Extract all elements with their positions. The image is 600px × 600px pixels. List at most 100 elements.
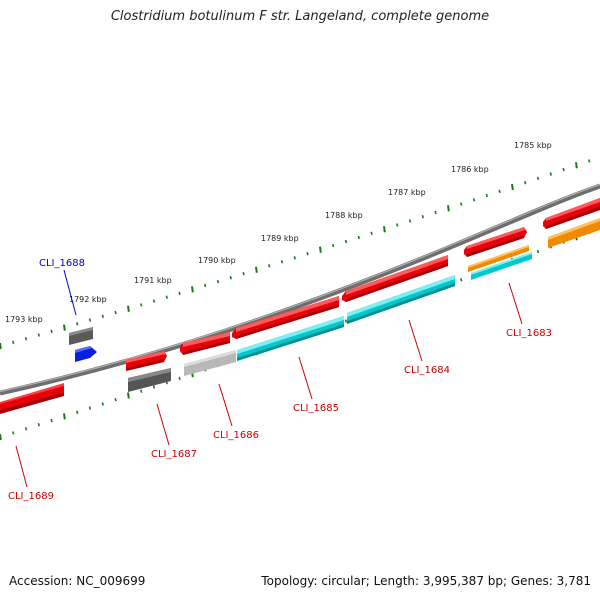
gene-label-cli-1684[interactable]: CLI_1684 <box>404 365 450 376</box>
minor-tick <box>24 427 28 431</box>
gene-label-cli-1688[interactable]: CLI_1688 <box>39 258 85 269</box>
minor-tick <box>588 159 591 163</box>
minor-tick <box>140 389 143 393</box>
minor-tick <box>562 167 565 172</box>
minor-tick <box>306 251 309 256</box>
major-tick <box>255 266 258 273</box>
minor-tick <box>344 239 348 244</box>
scale-label-1788: 1788 kbp <box>325 211 363 220</box>
scale-label-1786: 1786 kbp <box>451 165 489 174</box>
gene-red-1684[interactable] <box>342 255 448 302</box>
major-tick <box>0 342 2 350</box>
gene-label-cli-1686[interactable]: CLI_1686 <box>213 430 259 441</box>
leader-1687 <box>156 403 170 446</box>
gene-red-1685[interactable] <box>232 296 339 339</box>
major-tick <box>127 392 130 399</box>
gene-blue-1688[interactable] <box>75 346 97 362</box>
minor-tick <box>357 235 360 240</box>
minor-tick <box>76 322 79 326</box>
minor-tick <box>114 397 117 402</box>
scale-label-1787: 1787 kbp <box>388 188 426 197</box>
minor-tick <box>460 202 463 206</box>
gene-light-1686[interactable] <box>184 350 236 376</box>
minor-tick <box>12 340 15 345</box>
minor-tick <box>242 271 245 276</box>
minor-tick <box>50 418 53 423</box>
major-tick <box>511 183 514 191</box>
leader-1689 <box>15 445 28 488</box>
gene-label-cli-1685[interactable]: CLI_1685 <box>293 403 339 414</box>
gene-label-cli-1687[interactable]: CLI_1687 <box>151 449 197 460</box>
minor-tick <box>204 283 207 288</box>
major-tick <box>447 205 450 212</box>
minor-tick <box>37 333 40 337</box>
major-tick <box>63 413 66 420</box>
major-tick <box>0 433 2 441</box>
minor-tick <box>76 410 79 415</box>
minor-tick <box>178 291 181 296</box>
gene-red-1683[interactable] <box>464 227 527 257</box>
minor-tick <box>152 385 156 389</box>
gene-label-cli-1683[interactable]: CLI_1683 <box>506 328 552 339</box>
gene-cyan-1684[interactable] <box>347 275 455 324</box>
major-tick <box>63 324 66 331</box>
scale-label-1790: 1790 kbp <box>198 256 236 265</box>
minor-tick <box>434 210 437 215</box>
minor-tick <box>178 376 181 381</box>
leader-1684 <box>408 319 423 362</box>
leader-1685 <box>298 356 313 400</box>
minor-tick <box>498 189 501 194</box>
map-title: Clostridium botulinum F str. Langeland, … <box>110 9 490 24</box>
gene-cyan-1683[interactable] <box>471 252 532 280</box>
major-tick <box>575 162 578 169</box>
minor-tick <box>485 193 488 198</box>
gene-red-1689[interactable] <box>0 383 64 414</box>
minor-tick <box>140 303 143 307</box>
minor-tick <box>152 299 156 303</box>
minor-tick <box>216 279 220 284</box>
genome-backbone <box>0 183 600 396</box>
minor-tick <box>114 310 117 315</box>
minor-tick <box>165 295 168 299</box>
minor-tick <box>396 223 399 227</box>
major-tick <box>127 305 130 312</box>
minor-tick <box>88 318 92 322</box>
minor-tick <box>88 406 92 410</box>
minor-tick <box>293 256 296 260</box>
outer-scale-track <box>0 159 591 350</box>
minor-tick <box>101 314 104 319</box>
scale-label-1792: 1792 kbp <box>69 295 107 304</box>
minor-tick <box>408 219 412 223</box>
scale-label-1791: 1791 kbp <box>134 276 172 285</box>
minor-tick <box>268 264 271 268</box>
gene-label-cli-1689[interactable]: CLI_1689 <box>8 491 54 502</box>
minor-tick <box>12 431 15 435</box>
minor-tick <box>536 249 540 254</box>
gene-red-1687[interactable] <box>126 351 167 371</box>
minor-tick <box>229 275 232 280</box>
minor-tick <box>280 260 284 264</box>
minor-tick <box>370 231 373 236</box>
minor-tick <box>101 402 104 406</box>
gene-red-edge[interactable] <box>543 198 600 229</box>
minor-tick <box>472 198 476 202</box>
minor-tick <box>524 180 527 185</box>
accession-text: Accession: NC_009699 <box>9 574 146 588</box>
major-tick <box>319 246 322 253</box>
gene-gray-1687[interactable] <box>128 368 171 392</box>
gene-orange-1683[interactable] <box>468 245 529 272</box>
leader-1688 <box>63 269 77 316</box>
scale-label-1789: 1789 kbp <box>261 234 299 243</box>
scale-label-1785: 1785 kbp <box>514 141 552 150</box>
gene-red-1686[interactable] <box>180 332 230 355</box>
gene-cyan-1685[interactable] <box>237 316 344 361</box>
minor-tick <box>460 278 463 282</box>
gene-gray-1688[interactable] <box>69 327 93 345</box>
major-tick <box>191 286 194 293</box>
gene-orange-edge[interactable] <box>548 218 600 248</box>
minor-tick <box>332 243 335 248</box>
minor-tick <box>37 422 40 427</box>
minor-tick <box>344 319 348 323</box>
minor-tick <box>536 176 540 181</box>
